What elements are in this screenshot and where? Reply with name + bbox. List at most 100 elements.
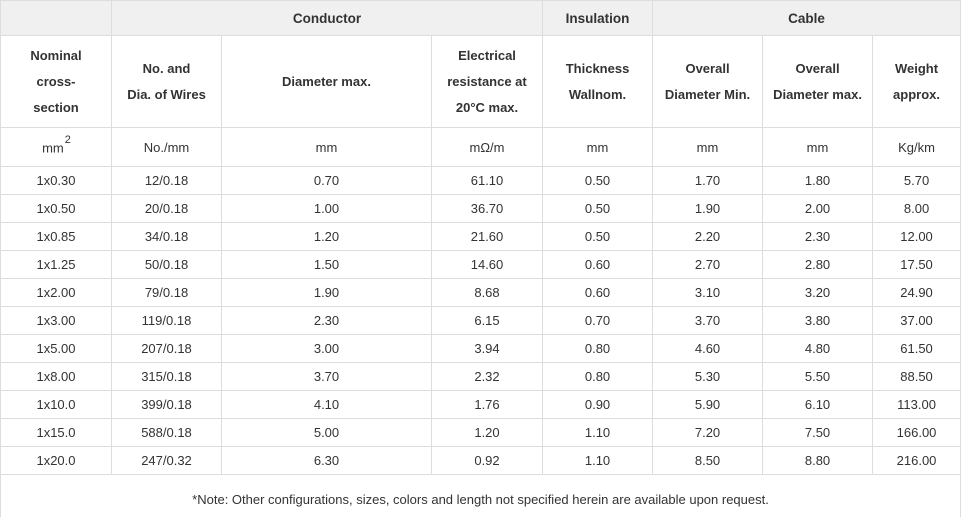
cell: 0.70 [542, 306, 654, 335]
cell: 12/0.18 [111, 166, 222, 195]
cell: 5.70 [872, 166, 962, 195]
table-row: 1x20.0 247/0.32 6.30 0.92 1.10 8.50 8.80 216.00 [0, 446, 962, 475]
cell: 3.70 [652, 306, 764, 335]
cell: 1.10 [542, 418, 654, 447]
cell: 2.30 [221, 306, 432, 335]
cell: 1x2.00 [0, 278, 112, 307]
cell: 1.20 [221, 222, 432, 251]
cell: 3.80 [762, 306, 874, 335]
cell: 1.90 [221, 278, 432, 307]
column-header-row: Nominal cross-section No. and Dia. of Wires… [0, 35, 962, 128]
cell: 0.60 [542, 278, 654, 307]
cell: 0.50 [542, 222, 654, 251]
cell: 6.10 [762, 390, 874, 419]
cell: 36.70 [430, 194, 544, 223]
cell: 588/0.18 [111, 418, 222, 447]
cell: 1x0.30 [0, 166, 112, 195]
column-header-7: Weight approx. [872, 35, 962, 128]
cell: 1x0.85 [0, 222, 112, 251]
group-header-conductor: Conductor [110, 0, 544, 36]
table-note: *Note: Other configurations, sizes, colo… [0, 474, 962, 517]
cell: 119/0.18 [111, 306, 222, 335]
cell: 1x10.0 [0, 390, 112, 419]
cell: 2.32 [430, 362, 544, 391]
cell: 6.30 [221, 446, 432, 475]
group-header-row: Conductor Insulation Cable [0, 0, 962, 36]
cell: 7.20 [652, 418, 764, 447]
cell: 1.90 [652, 194, 764, 223]
cell: 207/0.18 [111, 334, 222, 363]
note-row: *Note: Other configurations, sizes, colo… [0, 474, 962, 517]
cell: 1.20 [430, 418, 544, 447]
cell: 61.10 [430, 166, 544, 195]
column-header-6: Overall Diameter max. [762, 35, 874, 128]
cell: 3.70 [221, 362, 432, 391]
cell: 21.60 [430, 222, 544, 251]
units-row: mm2 No./mm mm mΩ/m mm mm mm Kg/km [0, 127, 962, 167]
column-header-4: Thickness Wallnom. [542, 35, 654, 128]
unit-cell-0: mm2 [0, 127, 112, 167]
cell: 8.50 [652, 446, 764, 475]
cell: 113.00 [872, 390, 962, 419]
cell: 1.70 [652, 166, 764, 195]
cell: 5.50 [762, 362, 874, 391]
unit-cell-7: Kg/km [872, 127, 962, 167]
cell: 3.20 [762, 278, 874, 307]
cell: 3.10 [652, 278, 764, 307]
cell: 37.00 [872, 306, 962, 335]
cell: 8.00 [872, 194, 962, 223]
cell: 6.15 [430, 306, 544, 335]
cell: 1x20.0 [0, 446, 112, 475]
table-row: 1x1.25 50/0.18 1.50 14.60 0.60 2.70 2.80 17.50 [0, 250, 962, 279]
unit-cell-4: mm [542, 127, 654, 167]
cell: 216.00 [872, 446, 962, 475]
cell: 0.50 [542, 194, 654, 223]
table-row: 1x10.0 399/0.18 4.10 1.76 0.90 5.90 6.10 113.00 [0, 390, 962, 419]
unit-cell-6: mm [762, 127, 874, 167]
cell: 3.94 [430, 334, 544, 363]
cell: 2.20 [652, 222, 764, 251]
unit-cell-2: mm [221, 127, 432, 167]
cell: 8.80 [762, 446, 874, 475]
cell: 2.70 [652, 250, 764, 279]
cell: 1.50 [221, 250, 432, 279]
cell: 79/0.18 [111, 278, 222, 307]
table-row: 1x0.85 34/0.18 1.20 21.60 0.50 2.20 2.30 12.00 [0, 222, 962, 251]
table-row: 1x0.50 20/0.18 1.00 36.70 0.50 1.90 2.00 8.00 [0, 194, 962, 223]
column-header-3: Electrical resistance at 20°C max. [430, 35, 544, 128]
cell: 1x3.00 [0, 306, 112, 335]
cell: 166.00 [872, 418, 962, 447]
cell: 14.60 [430, 250, 544, 279]
cell: 5.90 [652, 390, 764, 419]
cell: 1.10 [542, 446, 654, 475]
table-row: 1x3.00 119/0.18 2.30 6.15 0.70 3.70 3.80 37.00 [0, 306, 962, 335]
cell: 24.90 [872, 278, 962, 307]
column-header-5: Overall Diameter Min. [652, 35, 764, 128]
cell: 20/0.18 [111, 194, 222, 223]
table-row: 1x5.00 207/0.18 3.00 3.94 0.80 4.60 4.80 61.50 [0, 334, 962, 363]
cell: 247/0.32 [111, 446, 222, 475]
cell: 0.80 [542, 362, 654, 391]
cell: 0.80 [542, 334, 654, 363]
cell: 2.30 [762, 222, 874, 251]
unit-cell-5: mm [652, 127, 764, 167]
cell: 4.80 [762, 334, 874, 363]
unit-cell-1: No./mm [111, 127, 222, 167]
cell: 5.00 [221, 418, 432, 447]
table-row: 1x15.0 588/0.18 5.00 1.20 1.10 7.20 7.50 166.00 [0, 418, 962, 447]
cell: 88.50 [872, 362, 962, 391]
table-row: 1x0.30 12/0.18 0.70 61.10 0.50 1.70 1.80 5.70 [0, 166, 962, 195]
cell: 34/0.18 [111, 222, 222, 251]
table-row: 1x2.00 79/0.18 1.90 8.68 0.60 3.10 3.20 24.90 [0, 278, 962, 307]
cell: 4.10 [221, 390, 432, 419]
cell: 0.90 [542, 390, 654, 419]
cell: 7.50 [762, 418, 874, 447]
group-header-insulation: Insulation [542, 0, 654, 36]
cell: 2.80 [762, 250, 874, 279]
cell: 2.00 [762, 194, 874, 223]
cell: 3.00 [221, 334, 432, 363]
cell: 4.60 [652, 334, 764, 363]
group-header-spacer [0, 0, 112, 36]
